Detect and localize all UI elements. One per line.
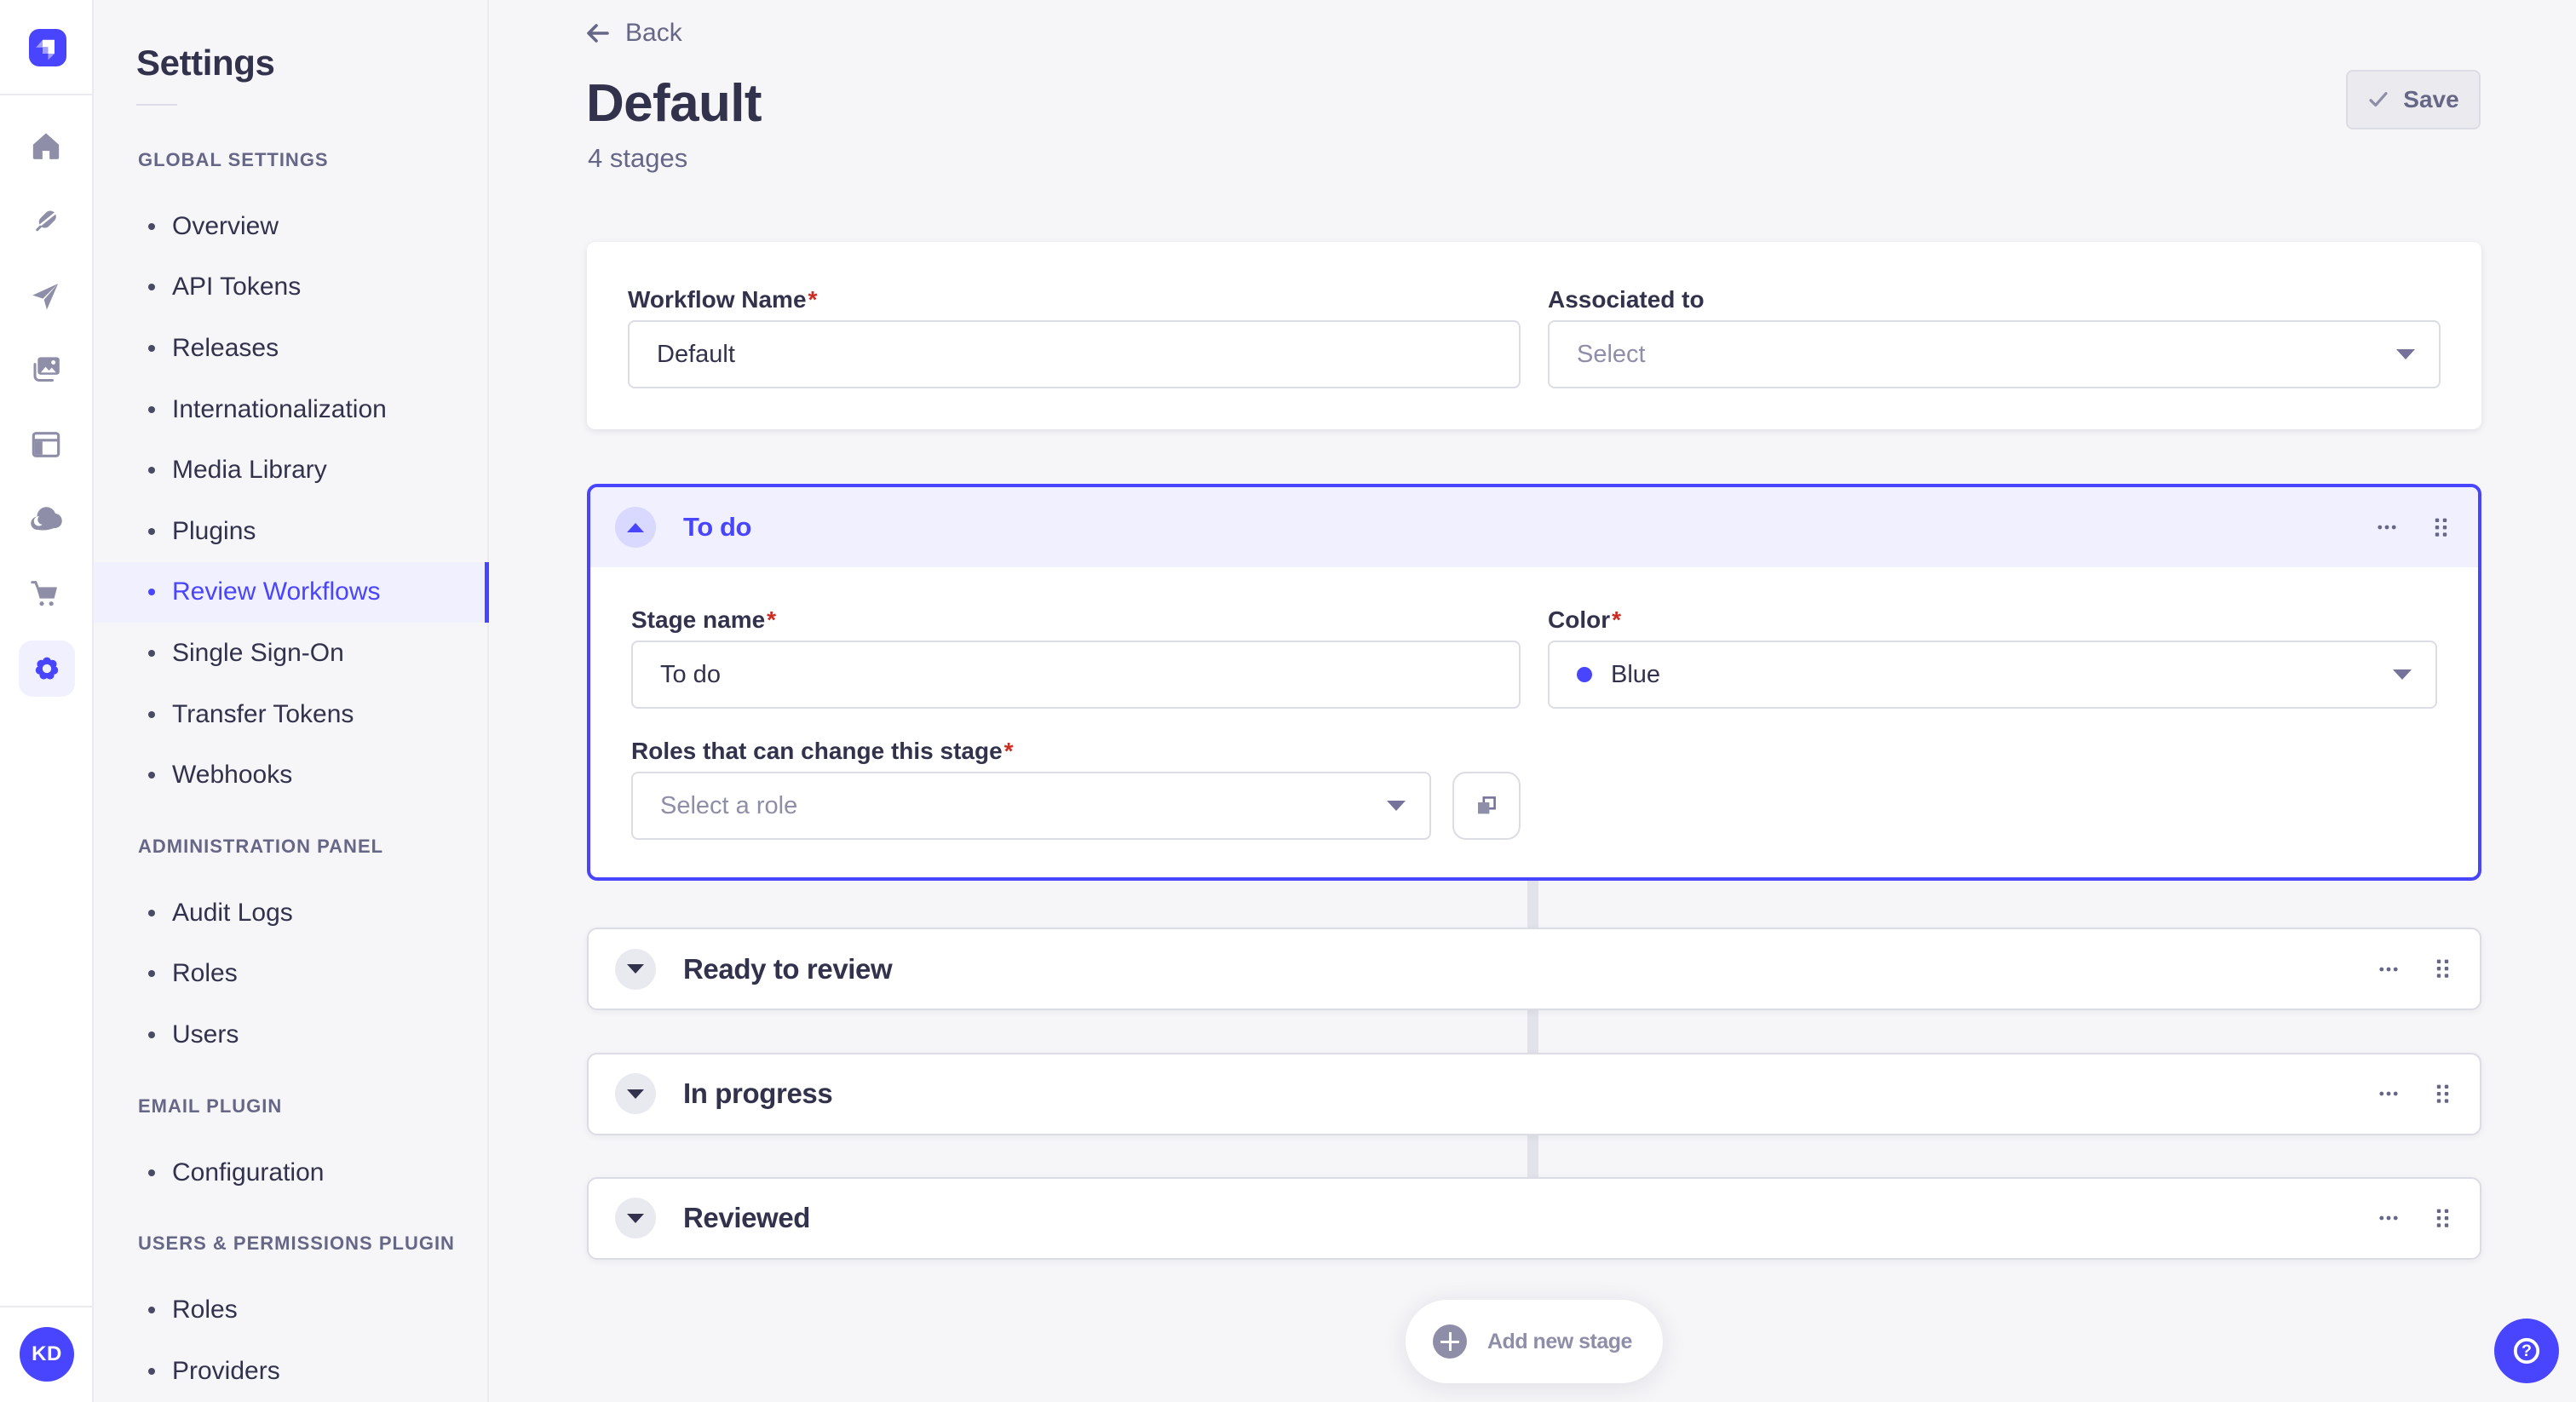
svg-text:?: ? [2521,1342,2532,1360]
